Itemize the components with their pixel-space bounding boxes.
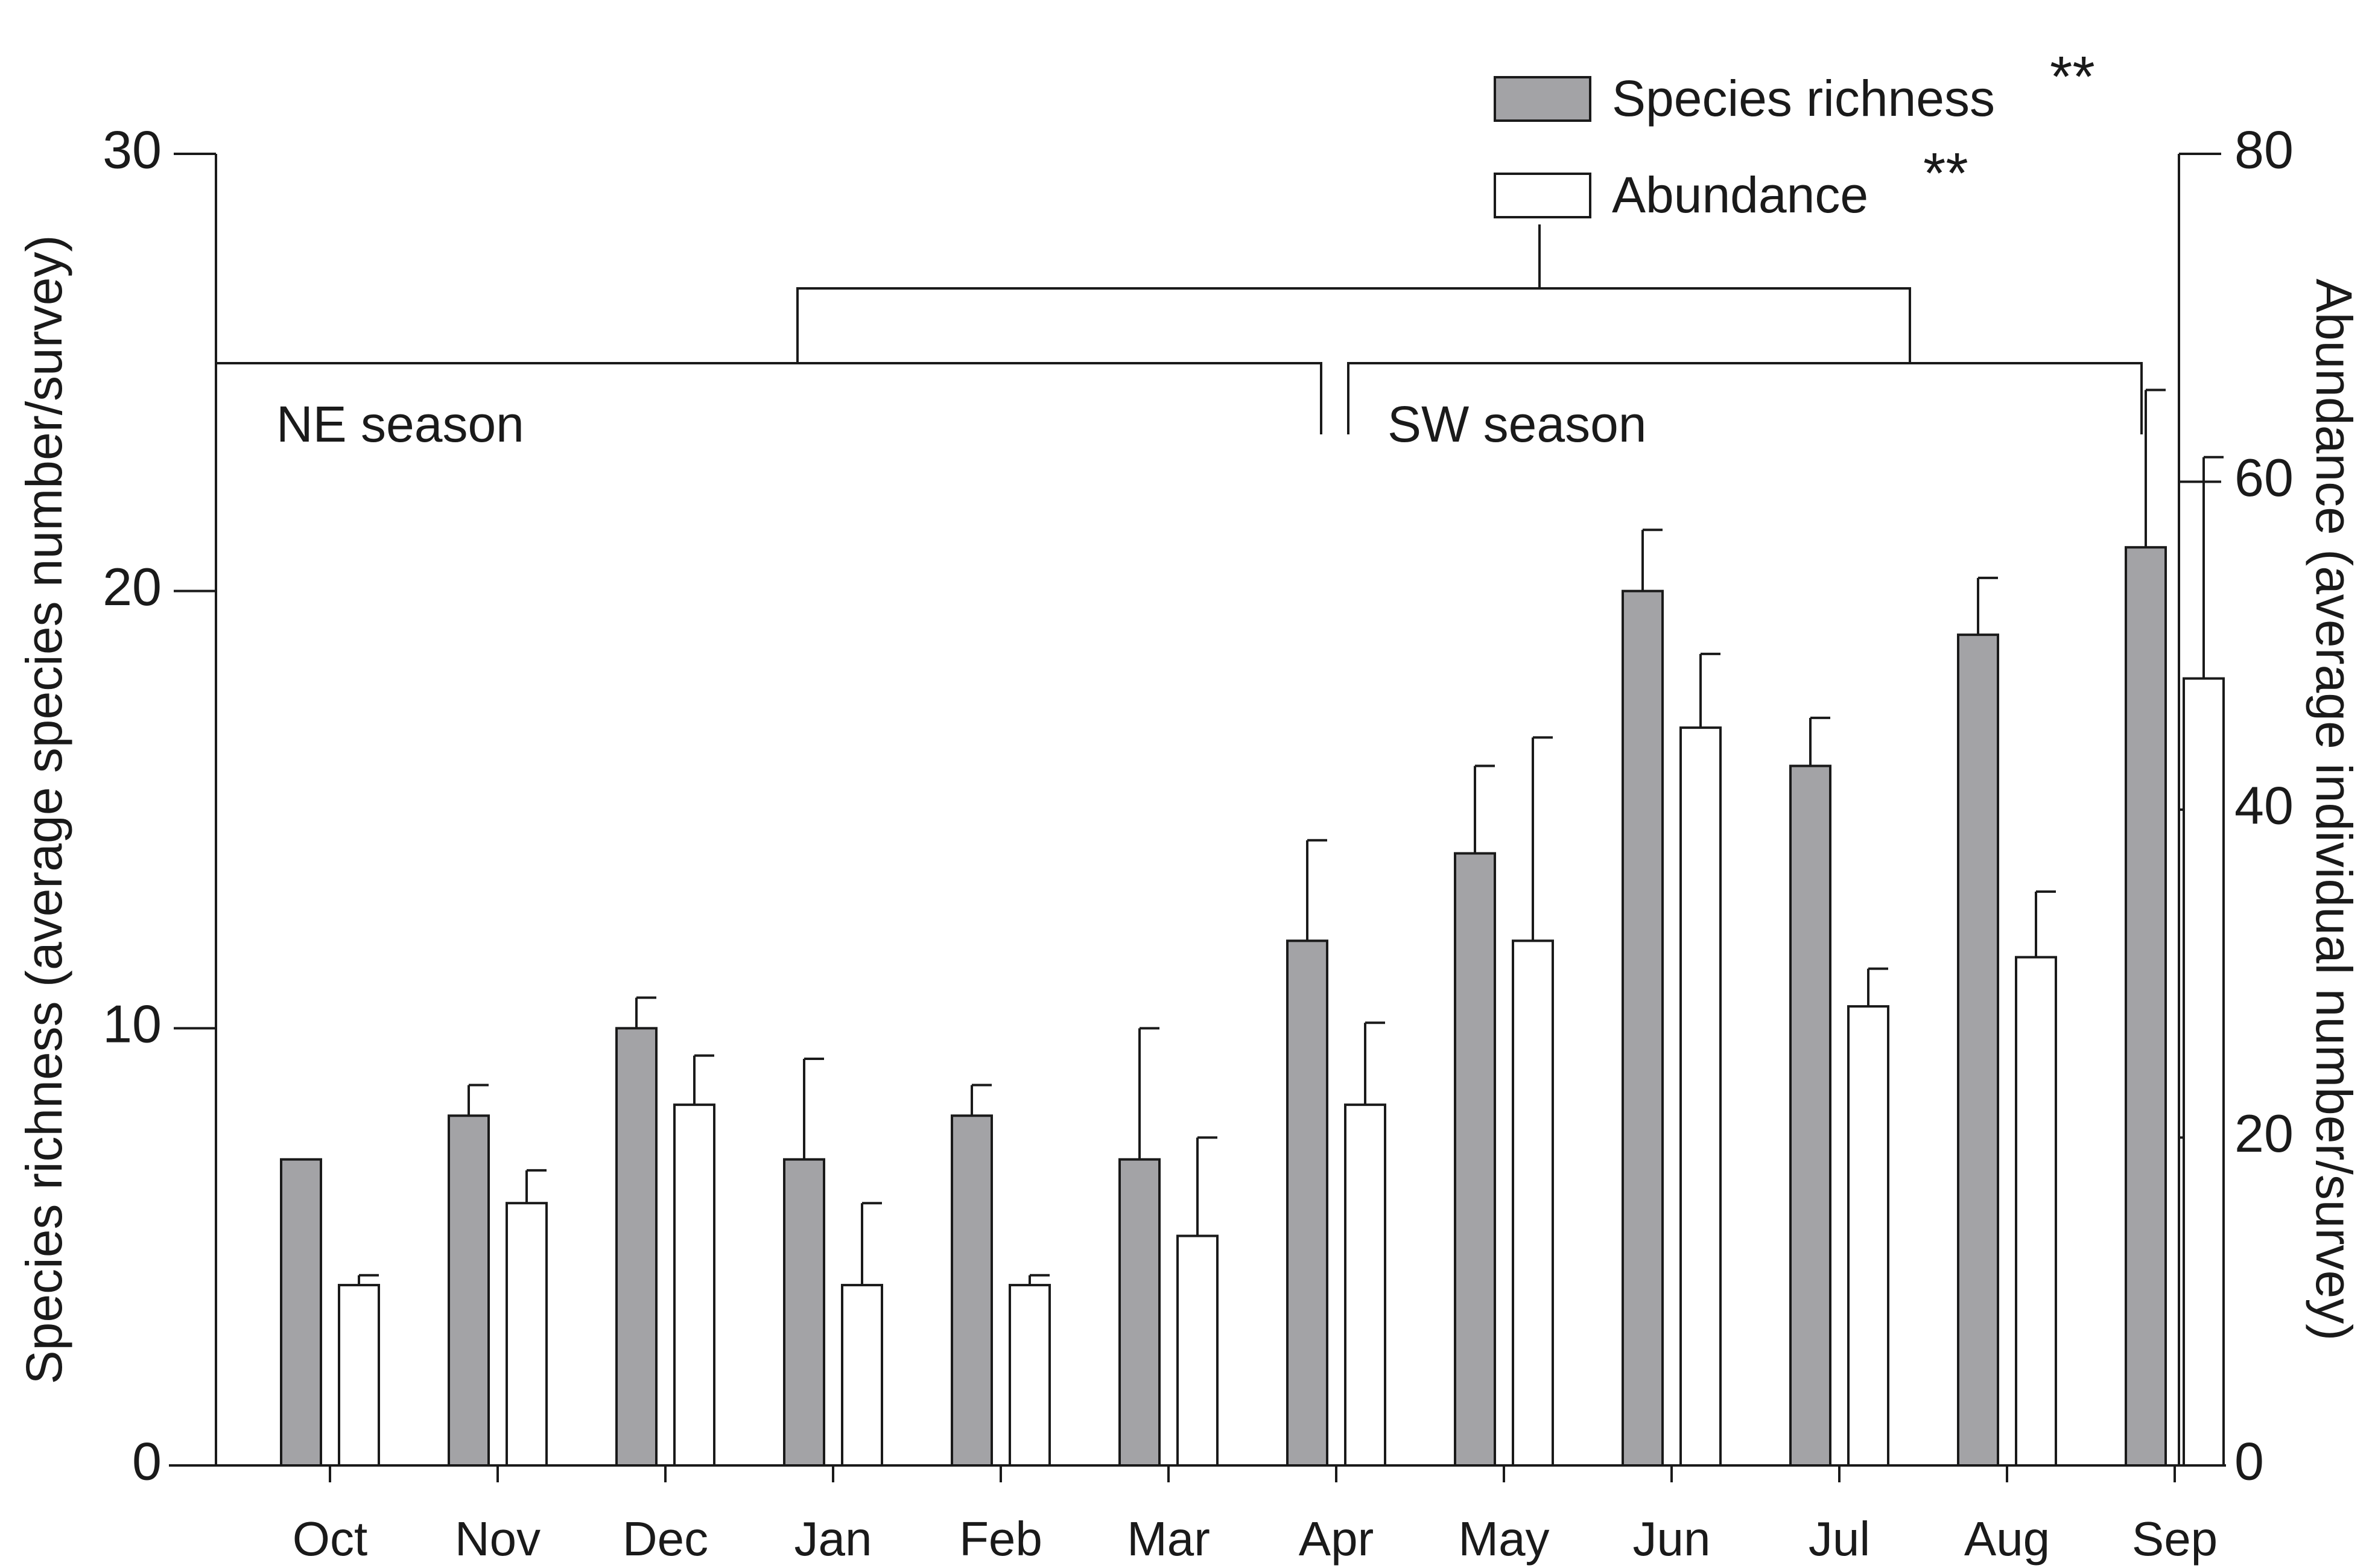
x-tick-label: Jan: [794, 1512, 872, 1566]
x-tick-label: Nov: [455, 1512, 541, 1566]
x-tick-label: Feb: [959, 1512, 1042, 1566]
abundance-bar-feb: [1009, 1284, 1051, 1467]
left-axis-title: Species richness (average species number…: [16, 235, 72, 1385]
richness-bar-may: [1454, 852, 1496, 1467]
abundance-bar-dec: [673, 1103, 715, 1467]
left-tick-label: 10: [103, 994, 162, 1054]
abundance-bar-jan: [841, 1284, 883, 1467]
right-axis-ticks: 0 20 40 60 80: [2179, 119, 2294, 1491]
abundance-bar-jul: [1847, 1005, 1889, 1467]
x-tick-label: Mar: [1127, 1512, 1210, 1566]
right-tick-label: 0: [2234, 1431, 2264, 1491]
left-axis-ticks: 0 10 20 30: [103, 119, 216, 1491]
legend: Species richness ** Abundance **: [1494, 45, 2095, 223]
season-label-ne: NE season: [276, 396, 524, 452]
legend-swatch-abundance: [1494, 173, 1591, 218]
legend-swatch-richness: [1494, 76, 1591, 122]
abundance-bar-oct: [338, 1284, 380, 1467]
richness-bar-sep: [2125, 546, 2167, 1467]
x-tick-label: Oct: [293, 1512, 367, 1566]
left-tick-label: 30: [103, 119, 162, 179]
right-tick-label: 20: [2234, 1103, 2294, 1163]
richness-bar-mar: [1118, 1158, 1161, 1467]
abundance-bar-aug: [2015, 956, 2057, 1467]
x-tick-label: Jul: [1809, 1512, 1870, 1566]
right-axis-title: Abundance (average individual number/sur…: [2306, 279, 2362, 1341]
sw-season-bracket: [1347, 362, 2143, 434]
comparison-bracket: [796, 287, 1911, 363]
abundance-bar-sep: [2183, 677, 2225, 1467]
richness-bar-jun: [1622, 589, 1664, 1467]
right-tick-label: 40: [2234, 775, 2294, 835]
legend-sig-richness: **: [2050, 45, 2095, 109]
bars: [280, 389, 2225, 1467]
left-tick-label: 0: [132, 1431, 162, 1491]
richness-bar-feb: [951, 1114, 993, 1467]
plot-area: 0 10 20 30 0 20 40 60 80 Oct Nov Dec Jan Feb Mar Apr M…: [103, 119, 2294, 1566]
x-axis-ticks: Oct Nov Dec Jan Feb Mar Apr May Jun Jul Aug Sep: [293, 1465, 2218, 1566]
ne-season-bracket: [215, 362, 1322, 434]
x-tick-label: Apr: [1299, 1512, 1374, 1566]
richness-bar-dec: [615, 1027, 658, 1467]
legend-sig-abundance: **: [1923, 141, 1968, 206]
richness-bar-nov: [448, 1114, 490, 1467]
abundance-bar-mar: [1176, 1234, 1219, 1467]
right-tick-label: 60: [2234, 448, 2294, 507]
x-tick-label: Dec: [623, 1512, 708, 1566]
season-brackets: [215, 224, 2143, 434]
legend-label-abundance: Abundance: [1612, 167, 1868, 223]
richness-bar-oct: [280, 1158, 322, 1467]
right-tick-label: 80: [2234, 119, 2294, 179]
x-tick-label: Sep: [2132, 1512, 2218, 1566]
richness-bar-aug: [1957, 633, 1999, 1467]
abundance-bar-apr: [1344, 1103, 1386, 1467]
x-tick-label: Jun: [1633, 1512, 1711, 1566]
richness-bar-jul: [1789, 764, 1831, 1467]
abundance-bar-jun: [1679, 726, 1722, 1467]
abundance-bar-may: [1512, 939, 1554, 1467]
richness-bar-apr: [1286, 939, 1328, 1467]
abundance-bar-nov: [506, 1202, 548, 1467]
richness-bar-jan: [783, 1158, 825, 1467]
legend-label-richness: Species richness: [1612, 70, 1995, 127]
x-tick-label: May: [1458, 1512, 1549, 1566]
left-tick-label: 20: [103, 557, 162, 617]
season-label-sw: SW season: [1387, 396, 1647, 452]
x-tick-label: Aug: [1964, 1512, 2050, 1566]
